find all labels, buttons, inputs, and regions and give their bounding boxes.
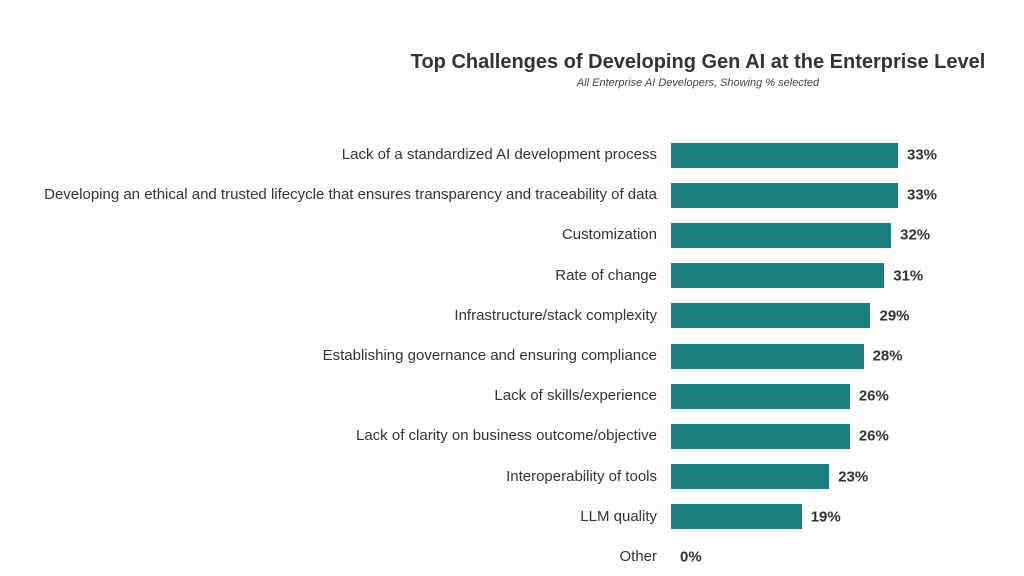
category-label: Customization (561, 226, 657, 244)
bar (671, 182, 898, 208)
category-label: Lack of a standardized AI development pr… (341, 146, 657, 163)
category-label: Establishing governance and ensuring com… (322, 347, 657, 364)
value-label: 26% (858, 387, 889, 405)
value-label: 33% (907, 146, 938, 164)
bar (671, 222, 892, 248)
bar (671, 423, 850, 449)
category-label: Other (619, 548, 657, 565)
value-label: 0% (680, 548, 702, 566)
value-label: 31% (893, 267, 924, 285)
bar (671, 142, 898, 168)
bar (671, 303, 871, 329)
value-label: 26% (858, 427, 889, 445)
category-label: Lack of skills/experience (494, 387, 657, 405)
bar (671, 343, 864, 369)
value-label: 29% (879, 307, 910, 325)
bar (671, 464, 830, 490)
bar (671, 504, 802, 530)
value-label: 28% (872, 347, 903, 365)
value-label: 33% (907, 186, 938, 204)
value-label: 23% (838, 468, 869, 486)
value-label: 19% (810, 508, 841, 526)
category-label: Interoperability of tools (506, 467, 657, 485)
category-label: Infrastructure/stack complexity (454, 306, 657, 324)
chart-title: Top Challenges of Developing Gen AI at t… (410, 51, 986, 73)
value-label: 32% (900, 226, 931, 244)
bar (671, 383, 850, 409)
bar (671, 263, 885, 289)
category-label: LLM quality (580, 507, 657, 525)
category-label: Lack of clarity on business outcome/obje… (356, 427, 657, 445)
category-label: Rate of change (555, 266, 657, 284)
chart-subtitle: All Enterprise AI Developers, Showing % … (576, 77, 820, 89)
category-label: Developing an ethical and trusted lifecy… (44, 186, 657, 204)
